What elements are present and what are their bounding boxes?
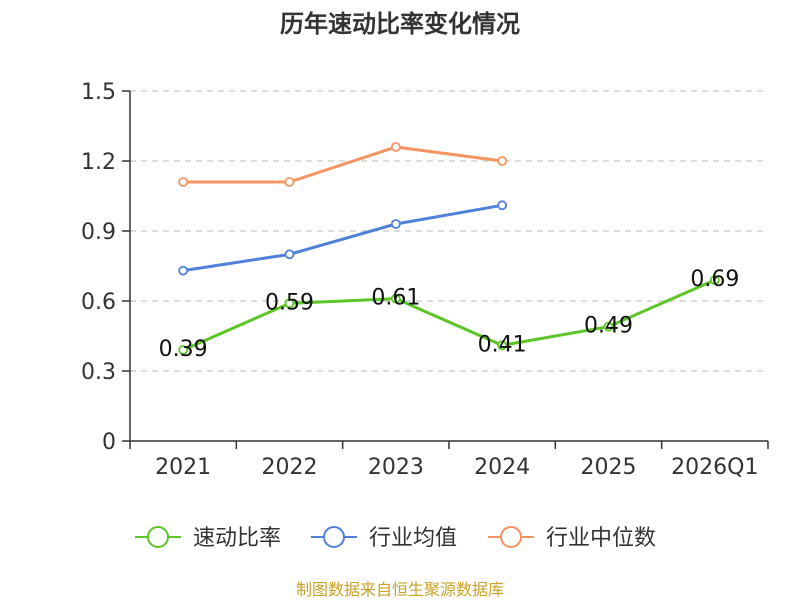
series-line — [183, 145, 503, 184]
series-lines — [178, 142, 720, 355]
x-tick-label: 2023 — [368, 455, 424, 480]
x-tick-label: 2021 — [155, 455, 211, 480]
data-point — [497, 340, 508, 351]
data-point — [390, 293, 401, 304]
data-point — [603, 321, 614, 332]
data-label: 0.39 — [159, 337, 208, 362]
y-tick-label: 1.5 — [81, 80, 116, 105]
y-tick-label: 0.3 — [81, 360, 116, 385]
data-label: 0.69 — [690, 267, 739, 292]
x-tick-label: 2024 — [474, 455, 530, 480]
data-point — [284, 177, 295, 187]
legend-marker — [147, 526, 169, 548]
data-point — [178, 177, 189, 187]
data-point — [390, 142, 401, 152]
legend: 速动比率 行业均值 行业中位数 — [135, 526, 656, 551]
data-point — [497, 156, 508, 166]
y-tick-label: 0.9 — [81, 220, 116, 245]
series-line — [182, 278, 716, 352]
legend-marker — [323, 526, 345, 548]
data-label: 0.61 — [371, 286, 420, 311]
grid-lines — [130, 90, 768, 372]
data-point — [390, 219, 401, 229]
y-tick-label: 1.2 — [81, 150, 116, 175]
series-line — [182, 203, 503, 273]
x-tick-label: 2022 — [262, 455, 318, 480]
legend-marker — [500, 526, 522, 548]
data-labels: 0.39 0.59 0.61 0.41 0.49 0.69 — [159, 267, 740, 362]
data-point — [709, 275, 720, 285]
data-point — [178, 345, 189, 355]
data-label: 0.41 — [478, 332, 527, 357]
data-point — [284, 249, 295, 260]
data-point — [178, 265, 189, 276]
legend-label: 行业中位数 — [546, 526, 656, 551]
legend-label: 行业均值 — [369, 526, 457, 551]
data-point — [497, 200, 508, 211]
data-label: 0.49 — [584, 314, 633, 339]
axes: 0 0.3 0.6 0.9 1.2 1.5 2021 2022 2023 2024 2025 2026… — [81, 80, 769, 480]
y-tick-label: 0.6 — [81, 290, 116, 315]
data-label: 0.59 — [265, 290, 314, 315]
chart-title: 历年速动比率变化情况 — [280, 10, 520, 38]
data-point — [284, 298, 295, 309]
source-note: 制图数据来自恒生聚源数据库 — [296, 580, 504, 599]
x-tick-label: 2026Q1 — [671, 455, 758, 480]
legend-label: 速动比率 — [193, 526, 281, 551]
y-tick-label: 0 — [102, 430, 116, 455]
x-tick-label: 2025 — [581, 455, 637, 480]
